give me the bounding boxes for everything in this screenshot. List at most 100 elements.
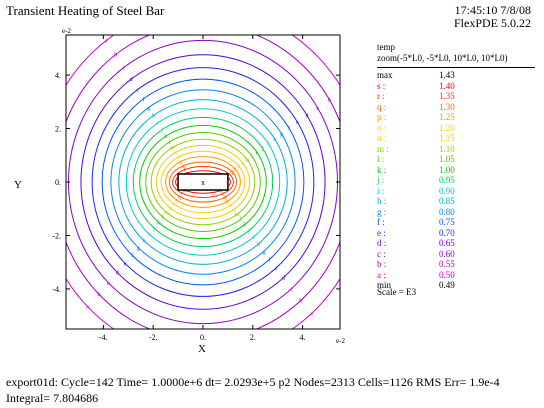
contour-label-q: q <box>182 164 185 170</box>
contour-label-q: q <box>178 194 181 200</box>
legend-level-value: 1.10 <box>439 143 455 154</box>
legend-level-key: n : <box>377 133 387 143</box>
legend-level-key: f : <box>377 217 385 227</box>
legend-level-value: 0.95 <box>439 175 455 185</box>
contour-label-p: p <box>180 159 183 165</box>
contour-line-m <box>150 138 256 226</box>
contour-label-j: j <box>247 229 250 235</box>
contour-line-l <box>145 132 261 232</box>
legend-level-key: c : <box>377 248 386 259</box>
y-scale-label: e-2 <box>62 27 71 35</box>
contour-label-k: k <box>255 150 258 156</box>
contour-label-b: b <box>299 298 302 304</box>
contour-label-o: o <box>177 155 180 161</box>
legend-level-value: 1.40 <box>439 80 455 91</box>
legend-level-value: 1.00 <box>439 164 455 175</box>
legend-level-value: 0.55 <box>439 259 455 269</box>
contour-line-s <box>175 170 231 194</box>
contour-label-j: j <box>160 128 163 134</box>
legend-level-row: p : 1.25 <box>377 112 537 123</box>
legend-level-row: e : 0.70 <box>377 228 537 239</box>
integral-line: Integral= 7.804686 <box>6 391 99 405</box>
legend-level-value: 1.35 <box>439 91 455 101</box>
legend-level-row: i : 0.90 <box>377 186 537 197</box>
contour-label-n: n <box>232 208 235 214</box>
legend-level-key: p : <box>377 112 387 122</box>
legend: temp zoom(-5*L0, -5*L0, 10*L0, 10*L0) ma… <box>377 42 537 291</box>
legend-level-row: n : 1.15 <box>377 133 537 144</box>
legend-level-value: 1.25 <box>439 112 455 122</box>
contour-label-f: f <box>131 252 133 259</box>
legend-level-value: 1.30 <box>439 101 455 112</box>
legend-level-key: j : <box>377 175 385 185</box>
contour-label-g: g <box>147 105 150 111</box>
y-tick-label: 4. <box>55 71 61 80</box>
x-tick-label: 2. <box>250 333 256 342</box>
legend-level-row: a : 0.50 <box>377 270 537 281</box>
legend-zoom: zoom(-5*L0, -5*L0, 10*L0, 10*L0) <box>377 53 508 63</box>
contour-label-f: f <box>143 96 145 103</box>
x-scale-label: e-2 <box>336 337 345 345</box>
contour-label-b: b <box>97 292 100 298</box>
legend-level-value: 0.75 <box>439 217 455 227</box>
contour-label-r: r <box>184 167 186 173</box>
legend-level-key: h : <box>377 196 387 206</box>
contour-line-f <box>101 78 305 286</box>
contour-label-f: f <box>269 256 271 263</box>
legend-level-key: d : <box>377 238 387 248</box>
legend-level-row: k : 1.00 <box>377 165 537 176</box>
legend-level-key: e : <box>377 227 386 238</box>
contour-label-m: m <box>164 210 169 216</box>
legend-level-key: a : <box>377 269 386 280</box>
legend-level-row: c : 0.60 <box>377 249 537 260</box>
contour-label-g: g <box>262 249 265 255</box>
contour-label-l: l <box>240 217 242 223</box>
legend-level-value: 0.50 <box>439 269 455 280</box>
contour-label-l: l <box>162 215 164 221</box>
legend-level-row: h : 0.85 <box>377 196 537 207</box>
y-axis-label: Y <box>14 179 22 191</box>
contour-label-e: e <box>136 88 139 94</box>
contour-lines: ssssrrrrqqqqppppoooonnnnmmmmllllkkkkjjjj… <box>66 35 345 329</box>
contour-label-i: i <box>268 142 270 148</box>
status-line: export01d: Cycle=142 Time= 1.0000e+6 dt=… <box>6 375 500 389</box>
contour-label-a: a <box>342 88 345 94</box>
legend-level-value: 0.60 <box>439 248 455 259</box>
legend-level-key: k : <box>377 164 387 175</box>
legend-levels: s : 1.40 r : 1.35 q : 1.30 p : 1.25 o : 1.20 n : 1.… <box>377 81 537 281</box>
contour-label-r: r <box>228 172 230 178</box>
x-tick-label: -4. <box>99 333 108 342</box>
contour-label-b: b <box>328 98 331 104</box>
contour-label-l: l <box>251 154 253 160</box>
contour-label-d: d <box>116 271 119 277</box>
center-marker: x <box>201 178 205 187</box>
legend-level-value: 0.85 <box>439 196 455 206</box>
legend-level-key: s : <box>377 80 386 91</box>
contour-label-a: a <box>105 38 108 44</box>
contour-line-o <box>160 150 246 214</box>
contour-label-d: d <box>306 114 309 120</box>
contour-label-a: a <box>86 305 89 311</box>
legend-level-row: g : 0.80 <box>377 207 537 218</box>
contour-label-p: p <box>175 198 178 204</box>
legend-level-key: o : <box>377 122 387 133</box>
y-tick-label: 0. <box>55 178 61 187</box>
y-tick-label: -2. <box>52 231 61 240</box>
contour-label-j: j <box>261 146 264 152</box>
contour-label-i: i <box>253 235 255 241</box>
x-tick-label: 4. <box>300 333 306 342</box>
legend-level-value: 0.80 <box>439 206 455 217</box>
contour-label-l: l <box>168 140 170 146</box>
contour-label-n: n <box>241 161 244 167</box>
legend-max-label: max <box>377 70 393 80</box>
contour-label-m: m <box>235 212 240 218</box>
legend-divider <box>377 67 535 68</box>
axis-ticks: -4. -2. 0. 2. 4. -4. -2. 0. 2. 4. <box>52 35 340 342</box>
contour-line-r <box>172 165 234 199</box>
contour-label-q: q <box>230 170 233 176</box>
legend-level-row: f : 0.75 <box>377 217 537 228</box>
contour-line-i <box>125 108 281 256</box>
contour-label-k: k <box>157 220 160 226</box>
contour-label-c: c <box>123 65 126 71</box>
contour-label-b: b <box>114 53 117 59</box>
